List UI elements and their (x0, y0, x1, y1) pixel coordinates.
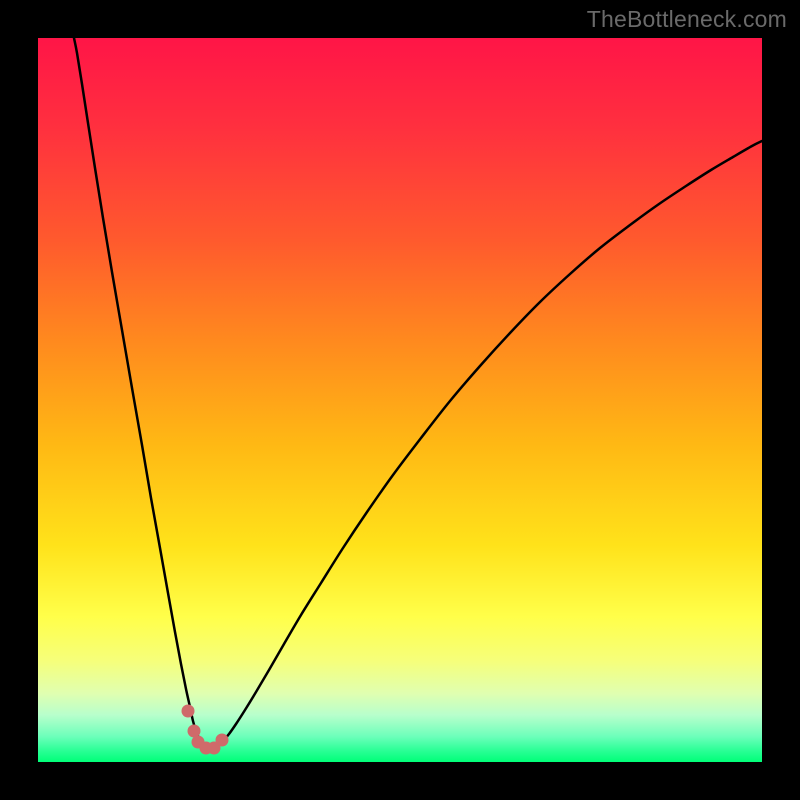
chart-plot-area (38, 38, 762, 762)
watermark-label: TheBottleneck.com (587, 6, 787, 33)
trough-marker (182, 705, 195, 718)
trough-marker (216, 734, 229, 747)
chart-svg (38, 38, 762, 762)
gradient-background (38, 38, 762, 762)
